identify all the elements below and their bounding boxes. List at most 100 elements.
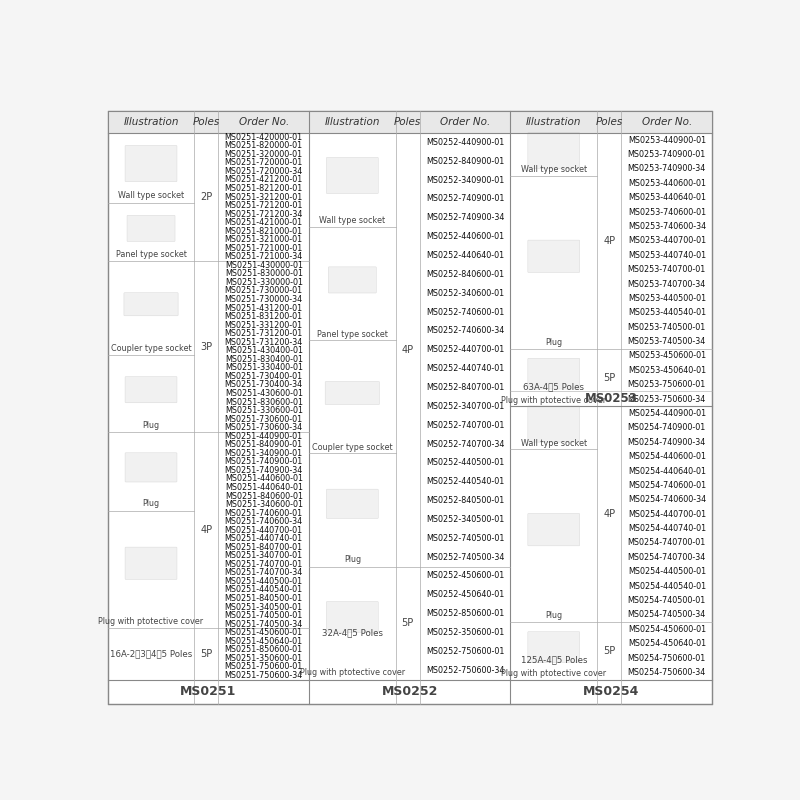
- Text: 16A-2、3、4、5 Poles: 16A-2、3、4、5 Poles: [110, 650, 192, 658]
- Text: MS0251-730400-34: MS0251-730400-34: [225, 381, 303, 390]
- Text: MS0254-750600-01: MS0254-750600-01: [628, 654, 706, 662]
- Text: 5P: 5P: [603, 646, 615, 656]
- FancyBboxPatch shape: [528, 514, 580, 546]
- Text: MS0253-740900-01: MS0253-740900-01: [628, 150, 706, 159]
- Text: MS0251-820000-01: MS0251-820000-01: [225, 142, 303, 150]
- Text: MS0252-440900-01: MS0252-440900-01: [426, 138, 504, 147]
- FancyBboxPatch shape: [125, 377, 177, 402]
- Text: MS0252-750600-01: MS0252-750600-01: [426, 647, 504, 656]
- Text: Panel type socket: Panel type socket: [317, 330, 388, 338]
- Text: MS0251-720000-01: MS0251-720000-01: [225, 158, 303, 167]
- Text: MS0254-740900-34: MS0254-740900-34: [628, 438, 706, 446]
- Text: MS0251-740600-34: MS0251-740600-34: [225, 517, 303, 526]
- Text: MS0254-740500-34: MS0254-740500-34: [628, 610, 706, 619]
- Text: MS0252-850600-01: MS0252-850600-01: [426, 609, 504, 618]
- Text: MS0251-421000-01: MS0251-421000-01: [225, 218, 303, 227]
- Text: MS0252-450600-01: MS0252-450600-01: [426, 571, 504, 581]
- Text: Wall type socket: Wall type socket: [521, 439, 587, 448]
- Text: MS0251-440900-01: MS0251-440900-01: [225, 432, 303, 441]
- Text: MS0253-750600-01: MS0253-750600-01: [628, 380, 706, 390]
- Text: MS0251-440540-01: MS0251-440540-01: [225, 586, 303, 594]
- FancyBboxPatch shape: [127, 215, 175, 242]
- Text: Plug with ptotective cover: Plug with ptotective cover: [98, 617, 203, 626]
- FancyBboxPatch shape: [528, 406, 580, 442]
- Text: Illustration: Illustration: [526, 117, 582, 127]
- Text: MS0251-730600-34: MS0251-730600-34: [225, 423, 303, 432]
- Text: MS0251-730600-01: MS0251-730600-01: [225, 414, 303, 424]
- Text: Poles: Poles: [596, 117, 623, 127]
- Text: MS0253-450600-01: MS0253-450600-01: [628, 351, 706, 361]
- Text: MS0253-740900-34: MS0253-740900-34: [628, 165, 706, 174]
- Text: MS0251-740900-01: MS0251-740900-01: [225, 458, 303, 466]
- Text: Plug with ptotective cover: Plug with ptotective cover: [501, 669, 606, 678]
- Text: MS0252-740500-01: MS0252-740500-01: [426, 534, 504, 542]
- Text: MS0253-740600-01: MS0253-740600-01: [628, 207, 706, 217]
- Text: MS0253-450640-01: MS0253-450640-01: [628, 366, 706, 375]
- FancyBboxPatch shape: [125, 547, 177, 579]
- Text: 3P: 3P: [200, 342, 213, 351]
- Text: 32A-4、5 Poles: 32A-4、5 Poles: [322, 628, 383, 637]
- Text: Illustration: Illustration: [123, 117, 178, 127]
- Text: MS0251-830000-01: MS0251-830000-01: [225, 270, 302, 278]
- Text: MS0251-740700-34: MS0251-740700-34: [225, 568, 303, 578]
- Text: MS0251-740900-34: MS0251-740900-34: [225, 466, 303, 475]
- FancyBboxPatch shape: [528, 632, 580, 662]
- Text: 4P: 4P: [603, 510, 615, 519]
- Text: 5P: 5P: [402, 618, 414, 628]
- Text: MS0252-840500-01: MS0252-840500-01: [426, 496, 504, 505]
- Text: MS0251-440500-01: MS0251-440500-01: [225, 577, 303, 586]
- Text: MS0254: MS0254: [583, 686, 639, 698]
- Text: MS0252-440500-01: MS0252-440500-01: [426, 458, 504, 467]
- Text: MS0253-440540-01: MS0253-440540-01: [628, 308, 706, 318]
- Text: MS0251-331200-01: MS0251-331200-01: [225, 321, 303, 330]
- Text: MS0251-340700-01: MS0251-340700-01: [225, 551, 303, 560]
- Text: MS0251-840500-01: MS0251-840500-01: [225, 594, 303, 603]
- Text: MS0253-740600-34: MS0253-740600-34: [628, 222, 706, 231]
- Text: Plug: Plug: [142, 422, 159, 430]
- Text: MS0253-440640-01: MS0253-440640-01: [628, 194, 706, 202]
- Bar: [108, 111, 712, 133]
- Text: MS0251-330600-01: MS0251-330600-01: [225, 406, 302, 415]
- Text: MS0251-750600-01: MS0251-750600-01: [225, 662, 303, 671]
- Text: MS0251-821200-01: MS0251-821200-01: [225, 184, 303, 193]
- Text: 4P: 4P: [603, 236, 615, 246]
- Text: MS0252-740900-01: MS0252-740900-01: [426, 194, 504, 203]
- Text: Coupler type socket: Coupler type socket: [110, 344, 191, 354]
- Text: MS0251-321000-01: MS0251-321000-01: [225, 235, 303, 244]
- Text: MS0251-350600-01: MS0251-350600-01: [225, 654, 303, 663]
- FancyBboxPatch shape: [528, 133, 580, 169]
- Text: Illustration: Illustration: [325, 117, 380, 127]
- Text: MS0251-730400-01: MS0251-730400-01: [225, 372, 303, 381]
- Text: MS0253-740500-01: MS0253-740500-01: [628, 322, 706, 332]
- Text: MS0251-430600-01: MS0251-430600-01: [225, 389, 302, 398]
- Text: MS0252-840900-01: MS0252-840900-01: [426, 157, 504, 166]
- Text: MS0252-740900-34: MS0252-740900-34: [426, 214, 504, 222]
- Text: MS0251-450640-01: MS0251-450640-01: [225, 637, 303, 646]
- Text: MS0252-740600-34: MS0252-740600-34: [426, 326, 504, 335]
- Text: MS0251-840700-01: MS0251-840700-01: [225, 542, 303, 552]
- Text: MS0251: MS0251: [180, 686, 237, 698]
- Text: MS0254-440600-01: MS0254-440600-01: [628, 452, 706, 461]
- Text: MS0254-740600-01: MS0254-740600-01: [628, 481, 706, 490]
- Text: MS0251-740700-01: MS0251-740700-01: [225, 560, 303, 569]
- Text: MS0251-730000-01: MS0251-730000-01: [225, 286, 303, 295]
- Text: MS0251-840900-01: MS0251-840900-01: [225, 440, 303, 450]
- FancyBboxPatch shape: [326, 490, 378, 518]
- Text: MS0252-840700-01: MS0252-840700-01: [426, 383, 504, 392]
- Text: MS0251-731200-34: MS0251-731200-34: [225, 338, 303, 346]
- Text: MS0251-850600-01: MS0251-850600-01: [225, 646, 303, 654]
- Text: MS0253-440500-01: MS0253-440500-01: [628, 294, 706, 303]
- Text: MS0254-450640-01: MS0254-450640-01: [628, 639, 706, 648]
- Text: MS0251-321200-01: MS0251-321200-01: [225, 193, 303, 202]
- Text: MS0253-440600-01: MS0253-440600-01: [628, 179, 706, 188]
- Text: MS0251-720000-34: MS0251-720000-34: [225, 167, 303, 176]
- Text: MS0251-340500-01: MS0251-340500-01: [225, 602, 303, 611]
- Text: MS0251-330000-01: MS0251-330000-01: [225, 278, 302, 287]
- Text: MS0251-821000-01: MS0251-821000-01: [225, 226, 303, 236]
- Text: Order No.: Order No.: [238, 117, 289, 127]
- Text: MS0254-740900-01: MS0254-740900-01: [628, 423, 706, 432]
- Text: MS0252-740600-01: MS0252-740600-01: [426, 307, 504, 317]
- Text: MS0251-740500-34: MS0251-740500-34: [225, 620, 303, 629]
- Text: Plug: Plug: [545, 611, 562, 621]
- Text: MS0252-440600-01: MS0252-440600-01: [426, 232, 504, 241]
